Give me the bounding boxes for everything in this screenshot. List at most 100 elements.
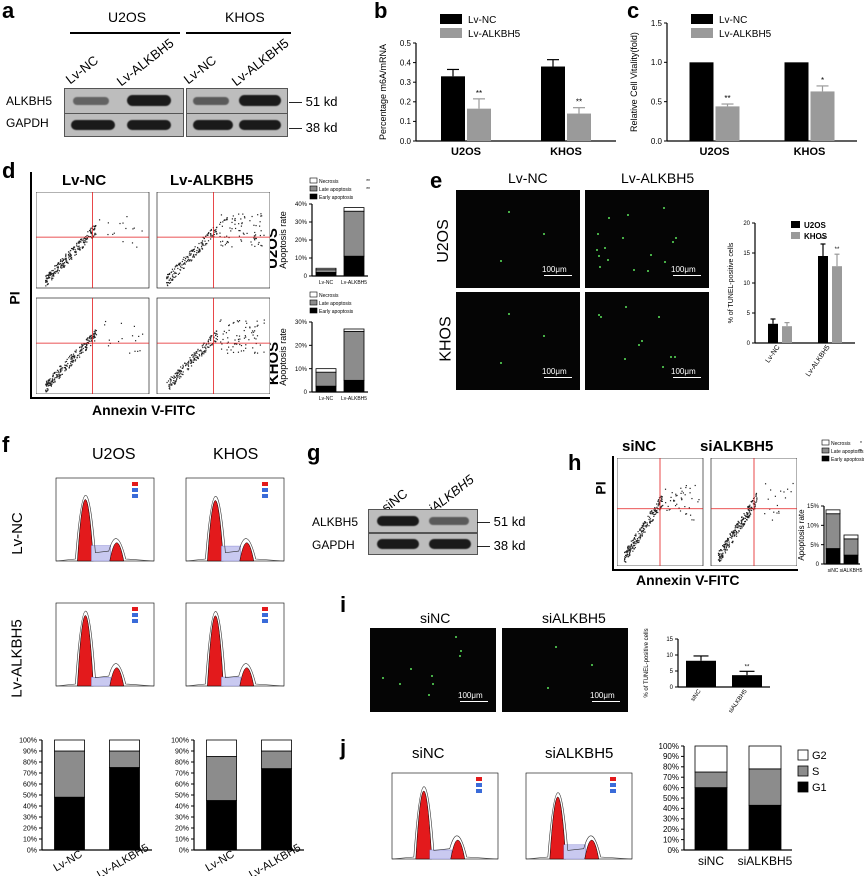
- bar-segment: [694, 745, 728, 773]
- legend-swatch: [791, 232, 800, 239]
- legend-swatch: [797, 765, 809, 777]
- column-title: Lv-ALKBH5: [170, 172, 254, 189]
- y-tick-label: 80%: [23, 759, 37, 766]
- tunel-positive-cell: [500, 362, 503, 365]
- legend-swatch: [440, 28, 462, 38]
- g2-peak: [109, 667, 125, 687]
- tunel-positive-cell: [673, 355, 676, 358]
- bar-segment: [315, 272, 337, 277]
- y-tick-label: 90%: [663, 752, 679, 761]
- bar-segment: [825, 513, 841, 549]
- y-axis-label: Apoptosis rate: [278, 328, 288, 386]
- legend-label: Lv-NC: [719, 15, 747, 26]
- y-tick-label: 20%: [663, 825, 679, 834]
- y-tick-label: 100%: [659, 742, 679, 751]
- tunel-positive-cell: [604, 246, 607, 249]
- chart-f-u2os-cycle: 0%10%20%30%40%50%60%70%80%90%100%Lv-NC Lv…: [19, 737, 152, 876]
- legend-swatch: [309, 177, 318, 184]
- y-axis-label: % of TUNEL-positive cells: [644, 628, 650, 697]
- chart-e: 0 5 10 15 20 % of TUNEL-positive cells Lv-NC **…: [728, 221, 855, 378]
- tunel-positive-cell: [430, 674, 433, 677]
- cell-line-label: KHOS: [225, 9, 265, 25]
- x-tick-label: Lv-NC: [319, 396, 334, 402]
- bar: [686, 660, 716, 687]
- x-tick-label: Lv-NC: [319, 280, 334, 286]
- divider: [70, 32, 180, 34]
- tunel-positive-cell: [543, 335, 546, 338]
- bar: [832, 266, 842, 343]
- legend-swatch: [476, 783, 482, 787]
- x-axis-label: Annexin V-FITC: [636, 572, 740, 588]
- legend-swatch: [309, 291, 318, 298]
- protein-label: GAPDH: [6, 116, 49, 130]
- legend-swatch: [309, 185, 318, 192]
- s-phase-area: [563, 844, 586, 860]
- y-tick-label: 20: [743, 221, 750, 227]
- y-tick-label: 70%: [23, 770, 37, 777]
- axis-line: [30, 397, 270, 399]
- tunel-positive-cell: [455, 635, 458, 638]
- legend-label: G1: [812, 782, 827, 794]
- chart-d-khos-apoptosis: 0 10% 20% 30% Apoptosis rate Lv-NC Lv-ALKBH5 Ne…: [278, 291, 368, 402]
- significance-mark: **: [821, 237, 826, 243]
- y-tick-label: 100%: [171, 737, 189, 744]
- s-phase-area: [429, 849, 452, 860]
- y-tick-label: 5: [670, 669, 674, 675]
- legend-swatch: [132, 613, 138, 617]
- bar: [818, 256, 828, 343]
- column-title: Lv-ALKBH5: [621, 170, 695, 186]
- legend-swatch: [791, 221, 800, 228]
- legend-swatch: [262, 613, 268, 617]
- row-label: U2OS: [434, 219, 452, 263]
- y-tick-label: 10%: [807, 523, 820, 529]
- tunel-positive-cell: [382, 676, 385, 679]
- y-tick-label: 0: [747, 341, 751, 347]
- tunel-positive-cell: [624, 357, 627, 360]
- y-axis-label: Apoptosis rate: [278, 211, 288, 269]
- micrograph: 100μm: [370, 628, 496, 712]
- column-title: Lv-NC: [62, 172, 107, 189]
- y-axis-label: % of TUNEL-positive cells: [728, 242, 735, 323]
- legend-swatch: [691, 14, 713, 24]
- s-phase-area: [91, 545, 111, 562]
- panel-letter-a: a: [2, 0, 15, 23]
- y-tick-label: 20%: [295, 238, 308, 244]
- tunel-positive-cell: [627, 213, 630, 216]
- legend-swatch: [262, 619, 268, 623]
- y-tick-label: 0: [670, 685, 674, 691]
- legend-label: Late apoptosis: [831, 449, 864, 455]
- column-title: siALKBH5: [545, 745, 614, 762]
- y-tick-label: 20%: [175, 825, 189, 832]
- tunel-positive-cell: [591, 664, 594, 667]
- y-tick-label: 15: [666, 637, 673, 643]
- blot-strip: [186, 88, 288, 114]
- bar: [441, 76, 465, 141]
- x-tick-label: Lv-NC: [765, 344, 782, 364]
- y-tick-label: 20%: [23, 825, 37, 832]
- bar: [810, 91, 835, 141]
- g2-peak: [239, 667, 255, 687]
- legend-label: Necrosis: [831, 441, 851, 447]
- legend-swatch: [132, 488, 138, 492]
- blot-strip: [64, 88, 184, 114]
- flow-plot: [617, 458, 704, 566]
- column-title: siALKBH5: [542, 610, 606, 626]
- legend-swatch: [797, 781, 809, 793]
- chart-h-apoptosis: 0 5% 10% 15%Apoptosis rate siNC siALKBH5 Necro…: [797, 439, 864, 574]
- legend-swatch: [262, 494, 268, 498]
- tunel-positive-cell: [670, 356, 673, 359]
- tunel-positive-cell: [622, 237, 625, 240]
- size-marker: — 38 kd: [289, 120, 338, 135]
- axis-line: [612, 456, 614, 570]
- y-tick-label: 0: [816, 562, 820, 568]
- tunel-positive-cell: [597, 314, 600, 317]
- tunel-positive-cell: [608, 217, 611, 220]
- column-title: KHOS: [213, 446, 259, 463]
- tunel-positive-cell: [663, 206, 666, 209]
- micrograph: 100μm: [585, 292, 709, 390]
- y-tick-label: 30%: [295, 220, 308, 226]
- g1-peak: [207, 615, 224, 687]
- flow-plot: [36, 297, 150, 394]
- tunel-positive-cell: [543, 233, 546, 236]
- legend-label: Lv-ALKBH5: [468, 29, 521, 40]
